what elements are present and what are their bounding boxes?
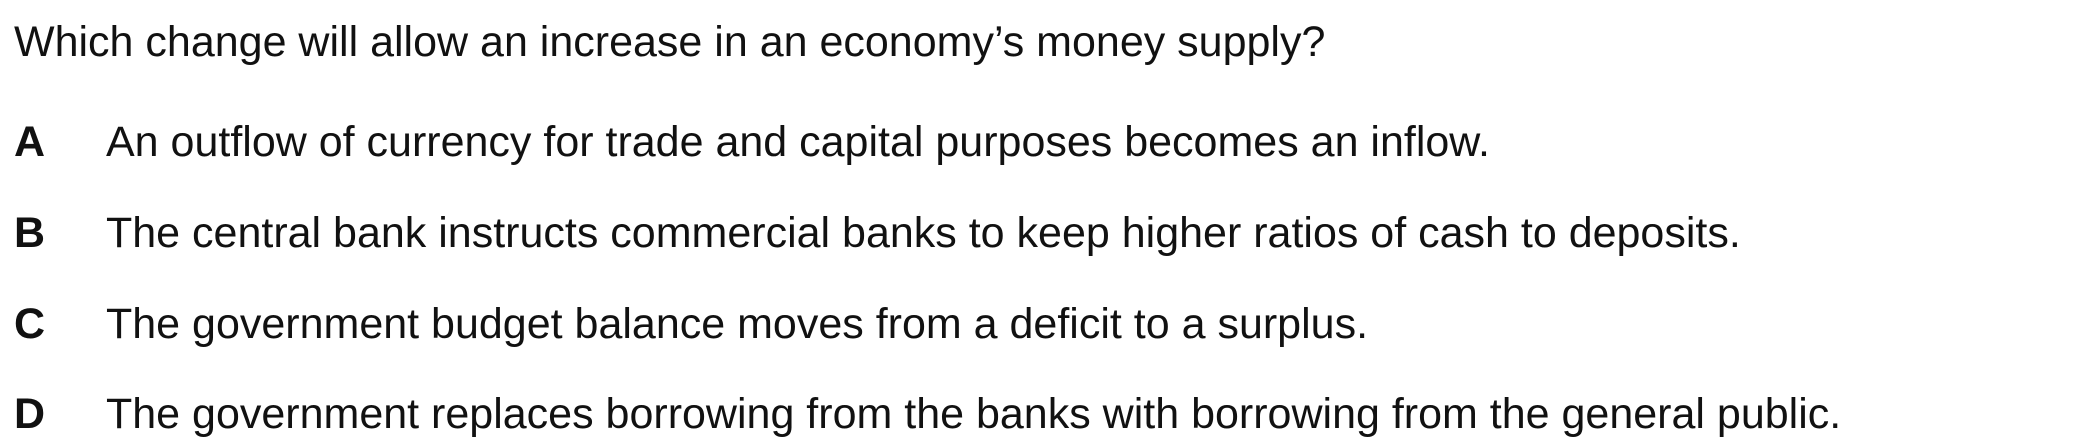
option-text: The central bank instructs commercial ba…	[106, 209, 1741, 257]
option-text: The government budget balance moves from…	[106, 300, 1369, 348]
option-letter: A	[14, 118, 46, 166]
option-text: The government replaces borrowing from t…	[106, 390, 1842, 438]
question-text: Which change will allow an increase in a…	[14, 18, 1326, 66]
option-letter: D	[14, 390, 46, 438]
option-text: An outflow of currency for trade and cap…	[106, 118, 1490, 166]
option-letter: B	[14, 209, 46, 257]
option-letter: C	[14, 300, 46, 348]
